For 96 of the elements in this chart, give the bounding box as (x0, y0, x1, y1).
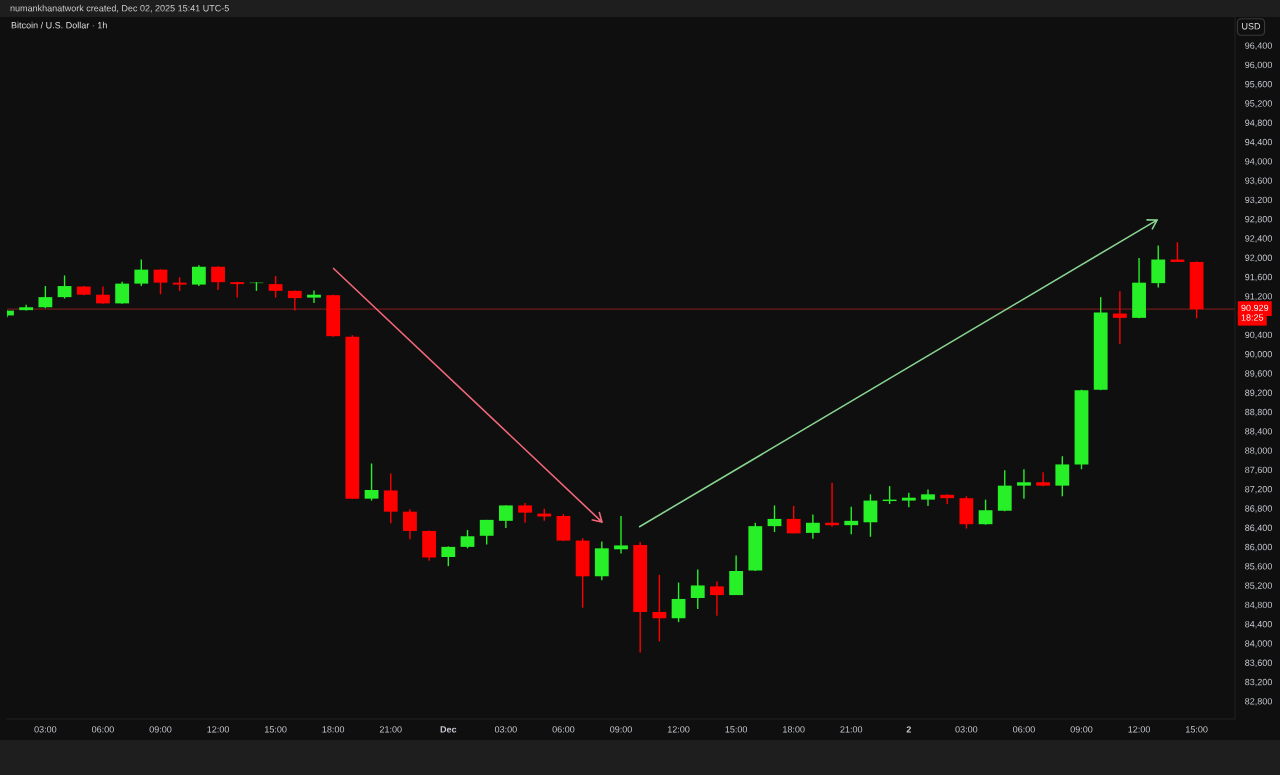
candlestick (1112, 290, 1127, 345)
y-tick-label: 83,600 (1245, 659, 1272, 668)
y-tick-label: 93,200 (1245, 196, 1272, 205)
candlestick (441, 545, 456, 567)
x-tick-label: 21:00 (379, 726, 402, 733)
candlestick (1151, 244, 1166, 289)
candlestick (134, 258, 149, 287)
x-tick-label: 03:00 (494, 726, 517, 733)
x-tick-label: 09:00 (149, 726, 172, 733)
candlestick (690, 568, 705, 610)
x-tick-label: 15:00 (265, 726, 287, 733)
candlestick (383, 472, 398, 524)
y-tick-label: 95,600 (1245, 80, 1272, 89)
x-tick-label: 15:00 (1186, 726, 1208, 733)
x-tick-label: 09:00 (1070, 726, 1093, 733)
y-tick-label: 90,000 (1245, 350, 1272, 359)
text: numankhanatwork created, Dec 02, 2025 15:41 UTC-5 (10, 4, 229, 13)
candlestick (38, 285, 53, 309)
candlestick (403, 508, 417, 540)
x-tick-label: 06:00 (1013, 726, 1035, 733)
y-tick-label: 84,000 (1245, 640, 1272, 648)
x-tick-label: 21:00 (840, 726, 863, 733)
candlestick (115, 281, 130, 305)
y-tick-label: 92,400 (1245, 235, 1272, 243)
candlestick (1017, 468, 1031, 500)
candlestick (901, 492, 916, 509)
y-tick-label: 92,800 (1245, 215, 1272, 224)
candlestick (460, 529, 475, 550)
x-tick-label: 12:00 (667, 726, 690, 733)
y-tick-label: 96,000 (1245, 61, 1272, 70)
y-tick-label: 94,000 (1245, 158, 1272, 166)
candlestick (518, 502, 532, 524)
candlestick (671, 581, 686, 623)
y-tick-label: 86,800 (1245, 505, 1272, 513)
y-tick-label: 89,600 (1245, 370, 1272, 378)
y-tick-label: 86,400 (1245, 524, 1272, 533)
candlestick (211, 265, 225, 291)
x-tick-label: Dec (440, 726, 457, 733)
y-tick-label: 83,200 (1245, 678, 1272, 687)
candlestick (307, 289, 321, 304)
y-tick-label: 88,000 (1245, 447, 1272, 455)
candlestick (479, 519, 494, 546)
candlestick (191, 264, 206, 287)
candlestick (498, 504, 513, 529)
y-tick-label: 96,400 (1245, 42, 1272, 50)
y-tick-label: 90,400 (1245, 331, 1272, 340)
candlestick (268, 275, 283, 299)
candlestick (844, 506, 859, 536)
y-tick-label: 87,600 (1245, 466, 1272, 475)
x-tick-label: 06:00 (552, 726, 575, 733)
candlestick (287, 289, 302, 312)
y-tick-label: 89,200 (1245, 389, 1272, 398)
x-tick-label: 18:00 (322, 726, 345, 733)
x-tick-label: 03:00 (34, 726, 57, 733)
y-tick-label: 91,600 (1245, 273, 1272, 282)
y-axis-title: USD (1242, 23, 1261, 30)
y-tick-label: 92,000 (1245, 254, 1272, 263)
y-tick-label: 93,600 (1245, 177, 1272, 185)
x-tick-label: 15:00 (725, 726, 748, 733)
candlestick (57, 274, 72, 300)
candlestick (786, 505, 801, 535)
y-tick-label: 84,800 (1245, 601, 1272, 610)
x-tick-label: 18:00 (783, 726, 805, 733)
candlestick (614, 515, 628, 555)
x-tick-label: 2 (906, 726, 911, 733)
y-tick-label: 85,600 (1245, 563, 1272, 571)
candlestick (767, 504, 782, 533)
candlestick (364, 462, 379, 502)
x-tick-label: 12:00 (207, 726, 230, 733)
y-tick-label: 82,800 (1245, 698, 1272, 706)
x-tick-label: 12:00 (1128, 726, 1151, 733)
y-tick-label: 87,200 (1245, 485, 1272, 494)
x-tick-label: 03:00 (955, 726, 978, 733)
candlestick (805, 513, 820, 540)
y-tick-label: 95,200 (1245, 100, 1272, 108)
candlestick (978, 498, 993, 526)
x-tick-label: 09:00 (610, 726, 632, 733)
candlestick (710, 580, 724, 617)
y-tick-label: 94,400 (1245, 138, 1272, 147)
y-tick-label: 88,400 (1245, 428, 1272, 436)
candlestick (652, 574, 667, 643)
chart-title: Bitcoin / U.S. Dollar · 1h (11, 21, 107, 29)
y-tick-label: 94,800 (1245, 119, 1272, 128)
candlestick (1036, 471, 1051, 487)
candlestick (863, 493, 878, 538)
text: 18:25 (1241, 314, 1264, 321)
y-tick-label: 84,400 (1245, 620, 1272, 629)
candlestick (921, 488, 935, 507)
candlestick (153, 268, 168, 295)
y-tick-label: 91,200 (1245, 293, 1272, 301)
candlestick (1055, 455, 1070, 497)
x-tick-label: 06:00 (92, 726, 114, 733)
y-tick-label: 86,000 (1245, 543, 1272, 552)
y-tick-label: 88,800 (1245, 408, 1272, 417)
ref-line-label: 90,929 (1241, 304, 1269, 313)
y-tick-label: 85,200 (1245, 582, 1272, 590)
